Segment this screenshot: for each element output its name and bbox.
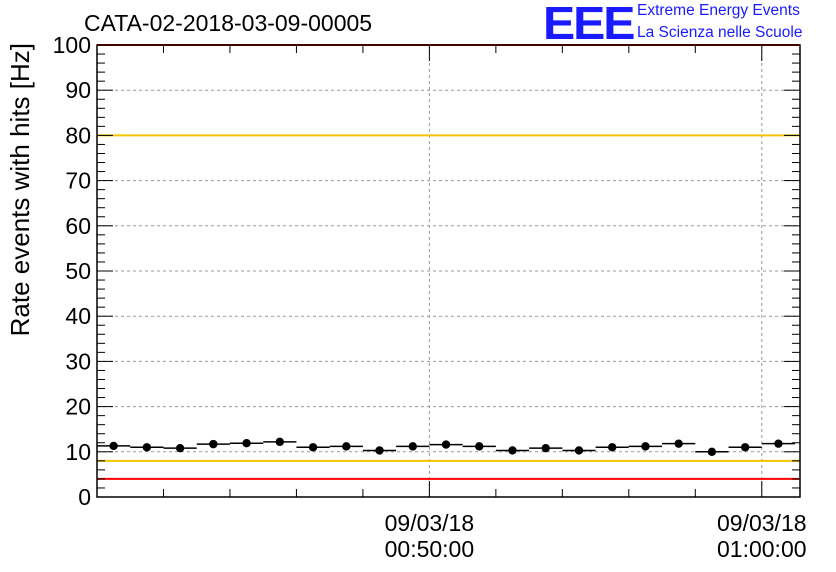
data-point [142,443,152,452]
data-point [608,443,617,452]
y-tick-label: 0 [78,484,91,510]
y-tick-label: 20 [65,394,91,420]
data-point [408,442,417,451]
data-point [109,441,118,451]
y-tick-label: 70 [65,168,91,194]
data-point [774,439,783,448]
data-point [209,439,218,449]
chart-title: CATA-02-2018-03-09-00005 [84,10,373,36]
x-tick-label-date: 09/03/18 [385,510,475,536]
eee-logo: EEE [543,0,635,49]
data-point [342,442,351,451]
y-tick-label: 90 [65,77,91,103]
logo-line-2: La Scienza nelle Scuole [637,24,803,41]
y-tick-label: 50 [65,258,91,284]
y-tick-label: 30 [65,348,91,374]
y-tick-label: 10 [65,439,91,465]
y-axis-label: Rate events with hits [Hz] [5,43,35,336]
data-point [541,443,550,453]
data-point [641,442,650,451]
y-tick-label: 80 [65,122,91,148]
y-tick-label: 60 [65,213,91,239]
data-point [308,443,318,452]
data-point [242,439,251,448]
data-point [707,447,717,456]
x-tick-label-time: 00:50:00 [385,536,475,562]
y-tick-label: 100 [53,32,91,58]
plot-frame [96,44,801,498]
data-point [475,442,484,451]
data-point [275,437,285,447]
data-point [375,446,384,455]
data-point [740,443,750,452]
data-point [175,443,185,453]
y-tick-label: 40 [65,303,91,329]
logo-line-1: Extreme Energy Events [637,2,800,19]
x-tick-label-date: 09/03/18 [717,510,807,536]
data-point [508,446,517,455]
data-point [574,446,584,455]
data-point [441,440,451,449]
data-point [674,439,683,448]
x-tick-label-time: 01:00:00 [717,536,807,562]
